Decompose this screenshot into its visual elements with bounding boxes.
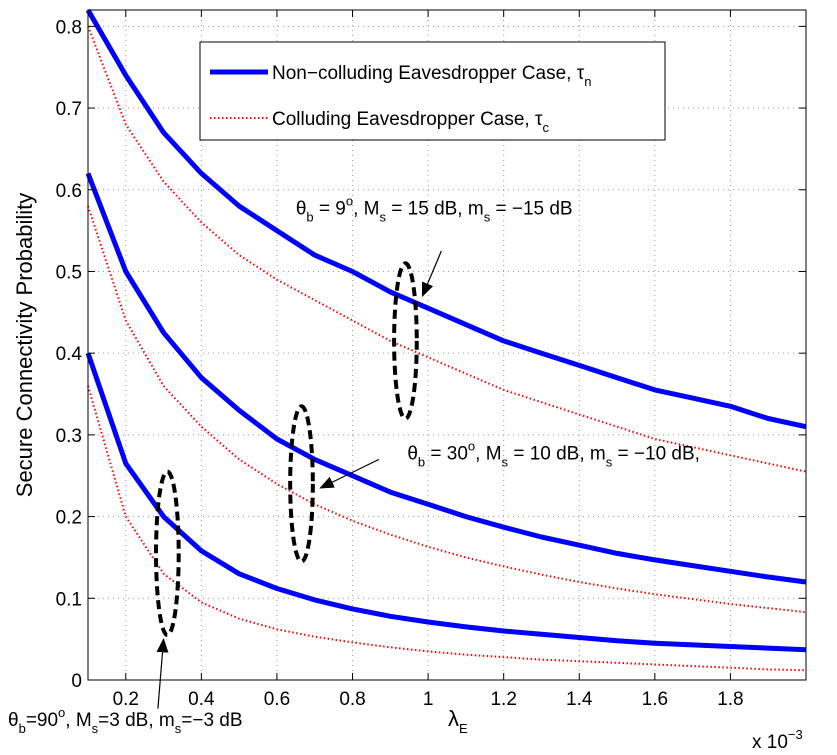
- x-tick-label: 1.8: [717, 689, 743, 710]
- legend: Non−colluding Eavesdropper Case, τn​ Coll…: [199, 41, 666, 141]
- x-tick-label: 1.6: [642, 689, 668, 710]
- annotation-label-theta30: θb​ = 30o​, Ms​ = 10 dB, ms​ = −10 dB,: [407, 438, 700, 469]
- series-line-theta9-solid: [85, 8, 807, 430]
- plot-frame: [87, 9, 807, 681]
- annotation-arrow-theta9: [421, 250, 442, 298]
- annotation-ellipse-theta9: [392, 261, 419, 421]
- series-line-theta30-solid: [85, 172, 807, 585]
- y-axis-label: Secure Connectivity Probability: [12, 193, 37, 497]
- series-layer: [85, 8, 807, 672]
- legend-entry: Non−colluding Eavesdropper Case, τn​: [272, 63, 591, 89]
- annotation-arrow-theta90: [156, 637, 169, 709]
- ticks: 0.2 0.4 0.6 0.8 1 1.2 1.4 1.6 1.8 0 0.1 0.2 0.3 0.4 0.…: [56, 10, 806, 710]
- x-tick-label: 1.2: [490, 689, 516, 710]
- annotation-ellipse-theta90: [154, 469, 181, 638]
- y-tick-label: 0.1: [56, 589, 82, 610]
- x-tick-label: 1: [423, 689, 434, 710]
- annotations: θb​ = 9o​, Ms​ = 15 dB, ms​ = −15 dB θb​ …: [8, 193, 700, 736]
- grid: [88, 10, 806, 681]
- annotation-label-theta9: θb​ = 9o​, Ms​ = 15 dB, ms​ = −15 dB: [296, 193, 573, 224]
- x-tick-label: 1.4: [566, 689, 593, 710]
- x-tick-label: 0.4: [188, 689, 215, 710]
- x-axis-label: λE​: [448, 706, 468, 736]
- annotation-arrow-theta30: [319, 458, 380, 489]
- axis-labels: Secure Connectivity Probability λE​ x 10−3…: [12, 193, 803, 753]
- series-line-theta30-dotted: [87, 205, 807, 614]
- y-tick-label: 0.4: [56, 344, 83, 365]
- y-tick-label: 0: [71, 671, 82, 692]
- x-tick-label: 0.6: [264, 689, 290, 710]
- y-tick-label: 0.6: [56, 181, 82, 202]
- series-line-theta90-dotted: [87, 385, 807, 672]
- annotation-ellipse-theta30: [288, 404, 315, 564]
- x-axis-multiplier: x 10−3​: [752, 727, 803, 753]
- series-line-theta90-solid: [85, 352, 807, 653]
- y-tick-label: 0.7: [56, 99, 82, 120]
- x-tick-label: 0.8: [339, 689, 365, 710]
- legend-box: [199, 41, 666, 141]
- annotation-label-theta90: θb​=90o​, Ms​=3 dB, ms​=−3 dB: [8, 705, 243, 736]
- y-tick-label: 0.5: [56, 262, 82, 283]
- y-tick-label: 0.2: [56, 508, 82, 529]
- y-tick-label: 0.3: [56, 426, 82, 447]
- y-tick-label: 0.8: [56, 17, 82, 38]
- legend-entry: Colluding Eavesdropper Case, τc​: [272, 109, 550, 135]
- x-tick-label: 0.2: [113, 689, 139, 710]
